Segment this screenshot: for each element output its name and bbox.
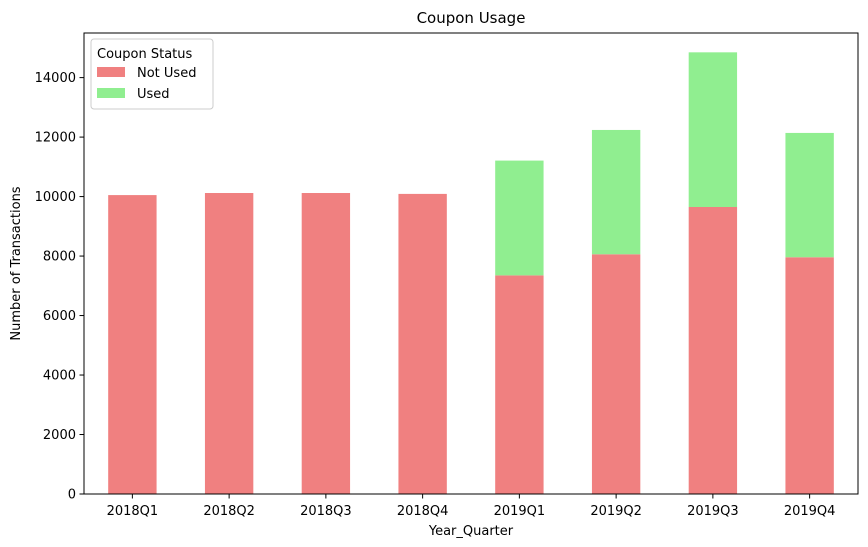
bars-layer (108, 52, 834, 495)
bar-used-2019q4 (785, 132, 834, 258)
legend-items: Not Used Used (97, 66, 196, 102)
x-tick-label-2019q4: 2019Q4 (784, 504, 836, 519)
bar-not-used-2018q3 (301, 193, 351, 494)
bar-not-used-2019q1 (495, 275, 544, 494)
x-tick-label-2018q3: 2018Q3 (300, 504, 352, 519)
bar-not-used-2019q4 (785, 257, 834, 494)
bar-used-2019q1 (495, 160, 544, 276)
bar-not-used-2019q2 (591, 254, 641, 494)
x-tick-label-2019q2: 2019Q2 (590, 504, 642, 519)
y-tick-label: 6000 (43, 309, 76, 324)
bar-not-used-2018q2 (204, 193, 254, 494)
axes-layer (83, 32, 859, 495)
x-tick-label-2019q3: 2019Q3 (687, 504, 739, 519)
chart-title: Coupon Usage (417, 9, 526, 27)
legend-swatch-not-used (97, 67, 125, 77)
y-tick-label: 4000 (43, 369, 76, 384)
bar-used-2019q2 (591, 129, 641, 255)
bar-not-used-2018q1 (108, 195, 157, 494)
y-tick-label: 12000 (35, 131, 76, 146)
y-tick-label: 8000 (43, 250, 76, 265)
legend-label-not-used: Not Used (137, 66, 196, 81)
bar-not-used-2018q4 (398, 193, 447, 494)
legend-title: Coupon Status (97, 47, 192, 62)
ticks-layer: 0 2000 4000 6000 8000 10000 12000 14000 2018Q1 20… (35, 71, 836, 519)
x-tick-label-2018q4: 2018Q4 (397, 504, 449, 519)
y-tick-label: 10000 (35, 190, 76, 205)
bar-not-used-2019q3 (688, 206, 738, 495)
x-axis-title: Year_Quarter (428, 524, 514, 539)
legend-swatch-used (97, 88, 125, 98)
x-tick-label-2019q1: 2019Q1 (494, 504, 546, 519)
y-tick-label: 2000 (43, 428, 76, 443)
legend: Coupon Status Not Used Used (90, 38, 214, 110)
x-tick-label-2018q1: 2018Q1 (107, 504, 159, 519)
plot-frame (83, 32, 859, 495)
y-axis-title: Number of Transactions (9, 186, 24, 340)
y-tick-label: 14000 (35, 71, 76, 86)
x-tick-label-2018q2: 2018Q2 (203, 504, 255, 519)
legend-label-used: Used (137, 87, 170, 102)
y-tick-label: 0 (68, 488, 76, 503)
bar-used-2019q3 (688, 52, 738, 207)
